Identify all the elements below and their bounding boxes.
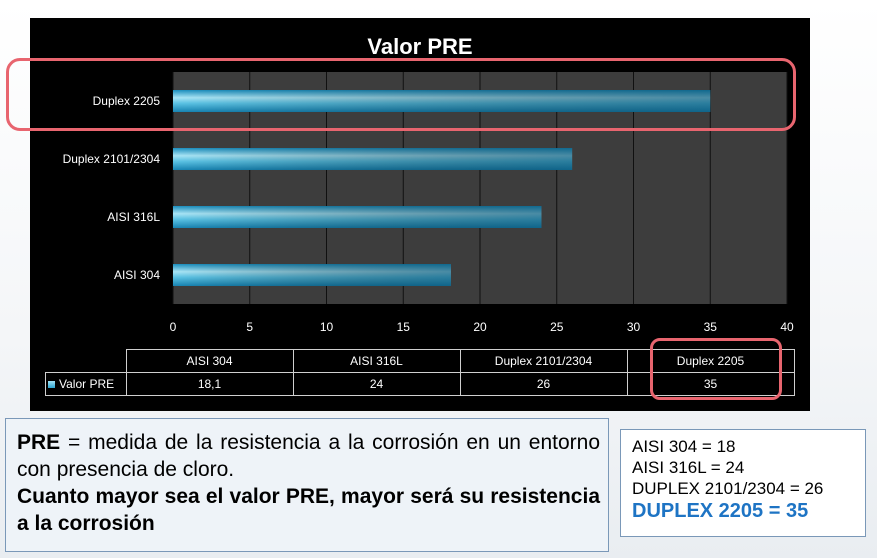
highlight-frame-duplex-2205-cell — [650, 338, 782, 400]
table-header-row: AISI 304 AISI 316L Duplex 2101/2304 Dupl… — [46, 349, 795, 373]
table-header-cell: Duplex 2205 — [626, 349, 795, 373]
value-line: AISI 304 = 18 — [632, 437, 736, 456]
bar-shade — [173, 264, 451, 286]
x-tick-label: 15 — [397, 320, 411, 334]
table-value-cell: 35 — [626, 372, 795, 396]
bar-shade — [173, 148, 573, 170]
value-line: DUPLEX 2101/2304 = 26 — [632, 479, 824, 498]
legend-entry: Valor PRE — [45, 372, 127, 396]
x-tick-label: 5 — [246, 320, 253, 334]
x-tick-label: 40 — [780, 320, 794, 334]
category-label: AISI 304 — [114, 268, 160, 282]
table-header-cell: Duplex 2101/2304 — [459, 349, 628, 373]
table-value-cell: 26 — [459, 372, 628, 396]
definition-term: PRE — [17, 431, 61, 454]
category-label: AISI 316L — [107, 210, 160, 224]
table-header-cell: AISI 304 — [125, 349, 294, 373]
definition-box: PRE = medida de la resistencia a la corr… — [5, 418, 609, 552]
x-tick-label: 0 — [170, 320, 177, 334]
table-header-cell: AISI 316L — [292, 349, 461, 373]
x-tick-label: 20 — [473, 320, 487, 334]
definition-body: = medida de la resistencia a la corrosió… — [17, 431, 600, 481]
table-value-cell: 24 — [292, 372, 461, 396]
bar-chart: Valor PRE AISI 304 AISI 316L Duplex 2101/2… — [63, 34, 794, 334]
x-tick-label: 30 — [627, 320, 641, 334]
bar-shade — [173, 206, 542, 228]
values-summary-box: AISI 304 = 18 AISI 316L = 24 DUPLEX 2101… — [620, 429, 866, 537]
bar-shade — [173, 90, 711, 112]
x-tick-label: 10 — [320, 320, 334, 334]
table-corner — [46, 350, 127, 373]
x-tick-label: 25 — [550, 320, 564, 334]
legend-label: Valor PRE — [59, 377, 115, 391]
bars — [173, 90, 711, 286]
category-labels: AISI 304 AISI 316L Duplex 2101/2304 Duplex … — [63, 94, 161, 282]
table-value-cell: 18,1 — [125, 372, 294, 396]
table-row: Valor PRE 18,1 24 26 35 — [45, 372, 795, 396]
x-tick-label: 35 — [704, 320, 718, 334]
chart-panel: Valor PRE AISI 304 AISI 316L Duplex 2101/2… — [30, 18, 810, 411]
highlight-frame-duplex-2205-bar — [6, 58, 796, 131]
value-line: AISI 316L = 24 — [632, 458, 745, 477]
conclusion-text: Cuanto mayor sea el valor PRE, mayor ser… — [17, 485, 600, 535]
category-label: Duplex 2205 — [93, 94, 161, 108]
legend-swatch — [48, 381, 55, 388]
x-tick-labels: 0 5 10 15 20 25 30 35 40 — [170, 320, 794, 334]
definition-text: PRE = medida de la resistencia a la corr… — [17, 429, 600, 483]
category-label: Duplex 2101/2304 — [63, 152, 161, 166]
chart-title: Valor PRE — [367, 34, 472, 59]
value-line-highlight: DUPLEX 2205 = 35 — [632, 500, 809, 522]
data-table: AISI 304 AISI 316L Duplex 2101/2304 Dupl… — [45, 349, 795, 396]
